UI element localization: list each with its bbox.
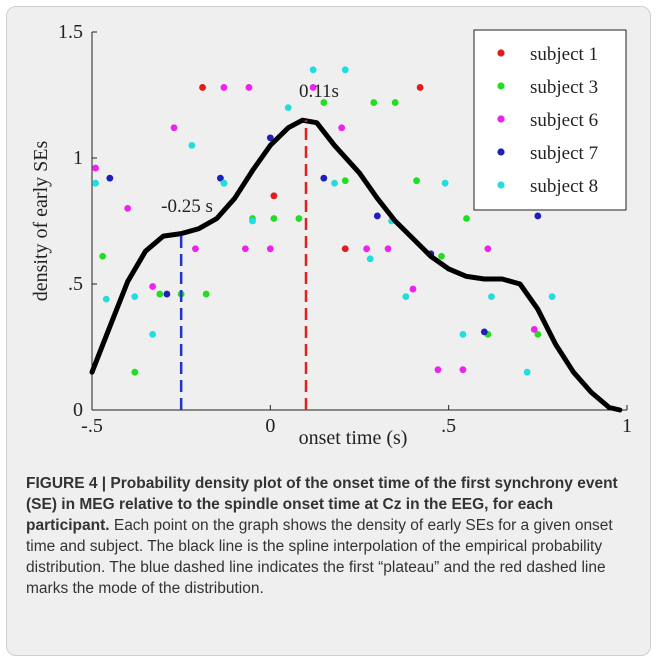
point-subject-3 [534, 212, 542, 220]
data-points [92, 66, 556, 376]
point-subject-2 [309, 84, 317, 91]
point-subject-3 [163, 290, 171, 298]
plateau-label: -0.25 s [161, 196, 213, 217]
legend-marker [497, 181, 505, 189]
y-tick-label: 1.5 [58, 21, 83, 43]
point-subject-4 [459, 331, 467, 338]
point-subject-2 [220, 84, 228, 91]
point-subject-1 [295, 215, 303, 222]
point-subject-2 [434, 366, 442, 374]
point-subject-1 [99, 252, 107, 260]
y-tick-label: 1 [73, 147, 83, 169]
point-subject-4 [131, 293, 139, 300]
spline-curve [89, 117, 623, 413]
point-subject-1 [156, 290, 164, 298]
legend-label: subject 3 [530, 77, 598, 98]
point-subject-0 [270, 192, 278, 200]
legend-marker [497, 115, 505, 123]
point-subject-4 [102, 295, 110, 303]
point-subject-3 [373, 212, 381, 220]
mode-label: 0.11s [299, 81, 339, 102]
caption-body: Each point on the graph shows the densit… [26, 517, 613, 597]
point-subject-4 [92, 179, 99, 187]
point-subject-1 [270, 215, 278, 222]
point-subject-2 [124, 205, 132, 212]
point-subject-3 [106, 174, 114, 182]
y-tick-label: 0 [73, 399, 83, 421]
x-axis-label: onset time (s) [299, 427, 408, 449]
point-subject-0 [341, 245, 349, 253]
point-subject-4 [441, 179, 449, 187]
point-subject-1 [370, 99, 378, 106]
legend-label: subject 8 [530, 176, 598, 197]
point-subject-4 [284, 104, 292, 111]
y-axis-label: density of early SEs [30, 141, 52, 302]
point-subject-0 [416, 84, 424, 91]
point-subject-1 [320, 99, 328, 106]
point-subject-2 [266, 245, 274, 253]
point-subject-4 [309, 66, 317, 74]
point-subject-1 [463, 215, 470, 222]
point-subject-2 [241, 245, 249, 253]
point-subject-2 [459, 366, 467, 374]
legend: subject 1 subject 3 subject 6 subject 7 subj… [473, 29, 627, 211]
x-tick-label: .5 [441, 415, 456, 437]
point-subject-4 [523, 368, 531, 376]
point-subject-4 [331, 179, 338, 187]
legend-label: subject 1 [530, 44, 598, 65]
point-subject-2 [484, 245, 492, 253]
point-subject-2 [245, 84, 253, 91]
point-subject-1 [341, 177, 349, 185]
point-subject-4 [220, 179, 228, 187]
point-subject-1 [202, 290, 210, 298]
x-tick-label: 0 [265, 415, 275, 437]
point-subject-3 [217, 174, 224, 182]
point-subject-2 [192, 245, 199, 253]
spline-curve-group [89, 117, 623, 413]
point-subject-4 [249, 217, 256, 225]
point-subject-3 [266, 134, 274, 142]
point-subject-2 [170, 124, 178, 132]
point-subject-4 [402, 293, 410, 300]
legend-marker [497, 82, 505, 90]
marker-lines: -0.25 s 0.11s [161, 81, 339, 410]
point-subject-4 [188, 142, 196, 149]
point-subject-1 [131, 368, 139, 376]
legend-label: subject 7 [530, 143, 598, 164]
legend-marker [497, 49, 505, 57]
point-subject-1 [534, 331, 542, 338]
point-subject-4 [149, 331, 157, 338]
point-subject-1 [413, 177, 420, 185]
point-subject-4 [341, 66, 349, 74]
point-subject-2 [530, 325, 538, 333]
caption-title: FIGURE 4 | Probability density plot of t… [26, 475, 618, 534]
point-subject-2 [149, 283, 157, 290]
y-tick-label: .5 [68, 273, 83, 295]
legend-label: subject 6 [530, 110, 598, 131]
figure-panel: -0.25 s 0.11s -.5 0.5 1 0.5 1 1.5 onset time (… [6, 6, 651, 656]
point-subject-2 [338, 124, 346, 132]
x-tick-label: 1 [622, 415, 632, 437]
point-subject-2 [409, 285, 417, 293]
point-subject-1 [438, 252, 445, 260]
point-subject-1 [391, 99, 399, 106]
point-subject-4 [548, 293, 556, 300]
x-tick-label: -.5 [81, 415, 103, 437]
tick-labels: -.5 0.5 10.511.5 [58, 21, 632, 437]
point-subject-3 [480, 328, 488, 336]
point-subject-4 [488, 293, 495, 300]
figure-caption: FIGURE 4 | Probability density plot of t… [26, 473, 638, 599]
point-subject-2 [363, 245, 371, 253]
legend-marker [497, 148, 505, 156]
point-subject-0 [199, 84, 206, 91]
density-chart: -0.25 s0.11s -.5 0.5 10.511.5 onset time (… [30, 21, 632, 449]
point-subject-4 [366, 255, 374, 263]
point-subject-2 [92, 164, 99, 172]
point-subject-2 [384, 245, 392, 253]
point-subject-3 [320, 174, 328, 182]
